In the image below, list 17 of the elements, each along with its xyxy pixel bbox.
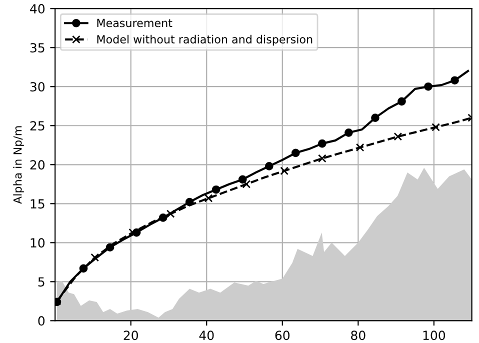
legend-label: Measurement bbox=[97, 18, 172, 28]
y-tick-label: 15 bbox=[30, 199, 44, 209]
legend-label: Model without radiation and dispersion bbox=[97, 34, 312, 46]
y-tick-label: 5 bbox=[38, 277, 44, 287]
y-axis-title: Alpha in Np/m bbox=[13, 126, 24, 204]
x-tick-label: 20 bbox=[124, 330, 138, 340]
y-tick-label: 40 bbox=[30, 4, 45, 14]
y-tick-label: 0 bbox=[38, 316, 45, 326]
x-tick-label: 80 bbox=[351, 330, 366, 340]
y-tick-label: 20 bbox=[30, 160, 45, 170]
x-tick-label: 100 bbox=[423, 330, 446, 340]
x-tick-label: 40 bbox=[199, 330, 214, 340]
y-tick-label: 30 bbox=[30, 82, 45, 92]
x-tick-label: 60 bbox=[275, 330, 290, 340]
y-tick-label: 10 bbox=[30, 238, 45, 248]
y-tick-label: 35 bbox=[30, 43, 44, 53]
y-tick-label: 25 bbox=[30, 121, 44, 131]
